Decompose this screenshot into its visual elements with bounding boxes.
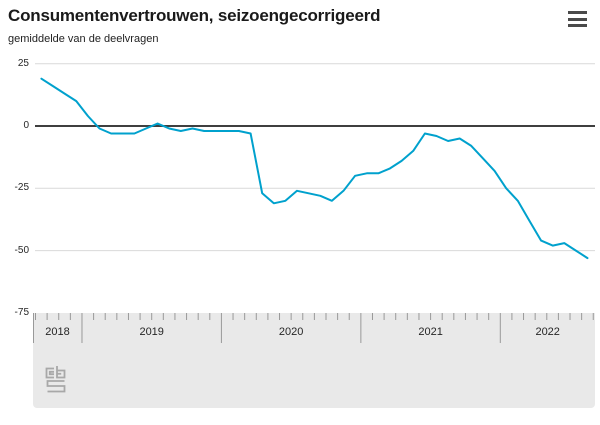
y-tick-label: -75 [14,306,29,318]
confidence-line-series [40,77,589,260]
month-ticks [33,313,594,343]
y-tick-label: 25 [17,57,29,69]
x-axis-panel [33,313,595,408]
y-tick-label: -50 [14,244,29,256]
y-tick-label: -25 [14,182,29,194]
chart-subtitle: gemiddelde van de deelvragen [8,33,159,45]
x-year-label: 2019 [139,326,164,338]
y-tick-label: 0 [23,120,29,131]
menu-bar [568,11,587,14]
x-year-label: 2021 [418,326,443,338]
cbs-logo-icon [45,366,66,393]
menu-bar [568,24,587,27]
gridlines [35,63,595,252]
menu-bar [568,17,587,21]
x-year-label: 2020 [278,326,304,338]
x-year-label: 2022 [535,326,560,338]
page-title: Consumentenvertrouwen, seizoengecorrigee… [8,6,381,25]
confidence-line [40,77,589,260]
hamburger-menu-icon[interactable] [568,11,587,27]
x-year-label: 2018 [45,326,70,338]
